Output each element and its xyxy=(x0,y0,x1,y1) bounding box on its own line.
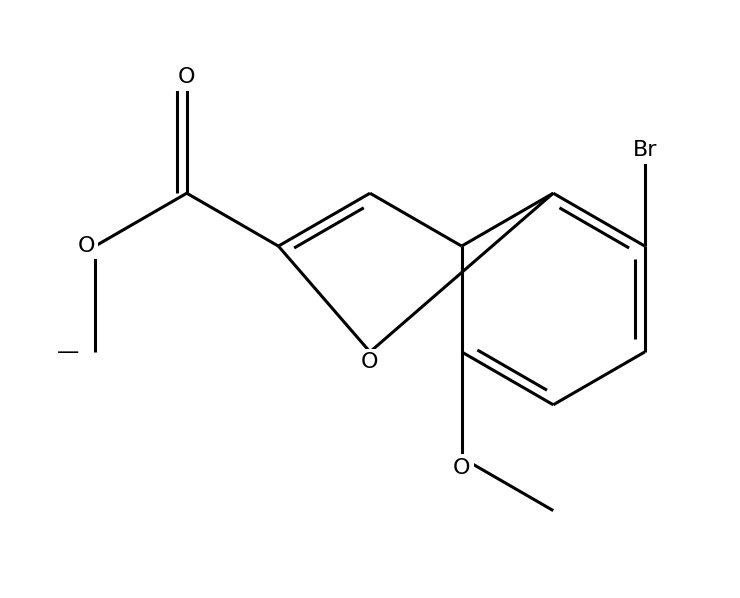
Text: O: O xyxy=(453,457,471,478)
Text: O: O xyxy=(178,68,195,87)
Text: O: O xyxy=(361,352,379,372)
Text: Br: Br xyxy=(633,141,657,160)
Text: O: O xyxy=(78,236,95,256)
Text: —: — xyxy=(57,342,79,362)
